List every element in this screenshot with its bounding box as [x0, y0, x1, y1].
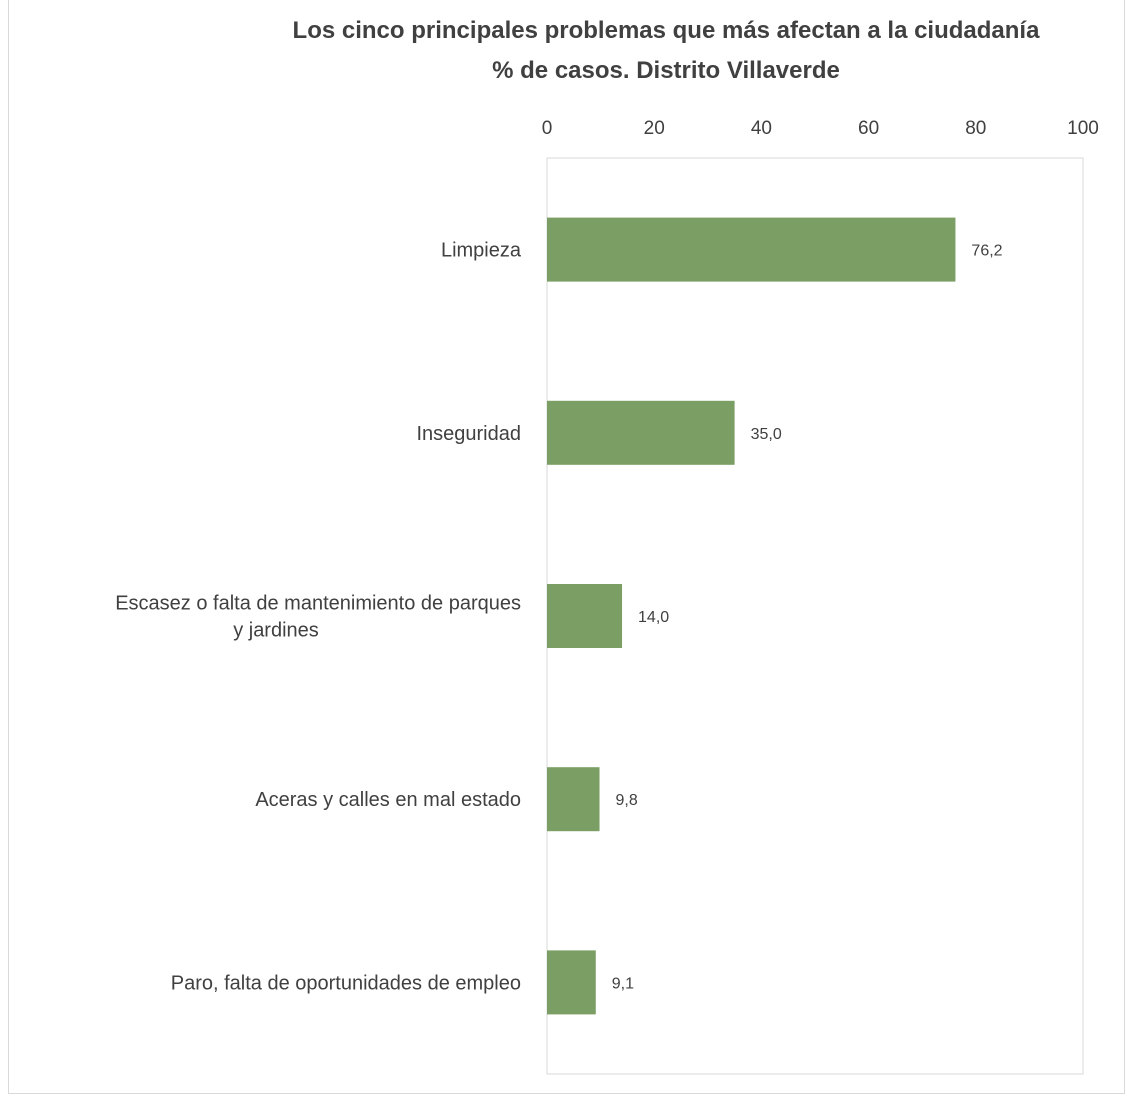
plot-area-border	[546, 157, 1084, 1075]
data-label: 76,2	[971, 243, 1002, 260]
chart-title: Los cinco principales problemas que más …	[292, 17, 1040, 44]
bar	[547, 400, 735, 465]
chart-subtitle: % de casos. Distrito Villaverde	[492, 57, 840, 84]
category-label: y jardines	[233, 620, 319, 642]
bar	[547, 584, 623, 648]
category-label: Aceras y calles en mal estado	[255, 789, 521, 811]
bar	[547, 767, 600, 832]
category-label: Escasez o falta de mantenimiento de parq…	[115, 593, 521, 615]
category-label: Paro, falta de oportunidades de empleo	[171, 972, 521, 994]
x-tick-label: 20	[644, 118, 665, 139]
x-axis-ticks: 0 20 40 60 80 100	[542, 118, 1099, 139]
x-tick-label: 0	[542, 118, 553, 139]
x-tick-label: 60	[858, 118, 879, 139]
chart-frame	[8, 0, 1125, 1094]
bars	[547, 217, 956, 1015]
bar	[547, 217, 956, 282]
category-label: Limpieza	[441, 240, 522, 262]
bar	[547, 950, 596, 1015]
data-label: 9,1	[612, 975, 634, 992]
x-tick-label: 80	[965, 118, 986, 139]
x-tick-label: 40	[751, 118, 772, 139]
data-label: 14,0	[638, 609, 669, 626]
category-label: Inseguridad	[416, 423, 521, 445]
data-label: 35,0	[751, 426, 782, 443]
x-tick-label: 100	[1067, 118, 1099, 139]
data-label: 9,8	[616, 792, 638, 809]
category-labels: Limpieza Inseguridad Escasez o falta de ma…	[115, 240, 522, 995]
value-labels: 76,2 35,0 14,0 9,8 9,1	[612, 243, 1003, 993]
plot-area	[546, 157, 1084, 1075]
